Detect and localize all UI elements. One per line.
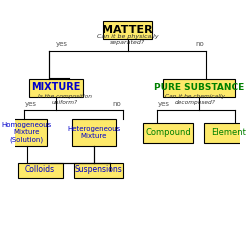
Text: Colloids: Colloids xyxy=(25,166,55,174)
FancyBboxPatch shape xyxy=(143,122,193,142)
Text: yes: yes xyxy=(56,42,68,48)
Text: MATTER: MATTER xyxy=(102,25,153,35)
Text: Element: Element xyxy=(211,128,246,137)
FancyBboxPatch shape xyxy=(72,119,117,146)
Text: PURE SUBSTANCE: PURE SUBSTANCE xyxy=(154,83,244,92)
Text: no: no xyxy=(195,42,204,48)
Text: Suspensions: Suspensions xyxy=(74,166,122,174)
Text: Is the composition
uniform?: Is the composition uniform? xyxy=(38,94,92,104)
FancyBboxPatch shape xyxy=(6,119,47,146)
Text: Can it be chemically
decomposed?: Can it be chemically decomposed? xyxy=(165,94,225,104)
FancyBboxPatch shape xyxy=(18,162,62,178)
FancyBboxPatch shape xyxy=(164,78,235,96)
FancyBboxPatch shape xyxy=(204,122,250,142)
Text: no: no xyxy=(112,101,121,107)
Text: Can it be physically
separated?: Can it be physically separated? xyxy=(97,34,158,45)
Text: yes: yes xyxy=(158,101,170,107)
Text: Homogeneous
Mixture
(Solution): Homogeneous Mixture (Solution) xyxy=(2,122,52,143)
Text: Heterogeneous
Mixture: Heterogeneous Mixture xyxy=(67,126,120,139)
FancyBboxPatch shape xyxy=(74,162,123,178)
Text: Compound: Compound xyxy=(145,128,191,137)
Text: yes: yes xyxy=(24,101,36,107)
Text: MIXTURE: MIXTURE xyxy=(31,82,80,92)
FancyBboxPatch shape xyxy=(29,78,83,96)
FancyBboxPatch shape xyxy=(103,21,152,39)
